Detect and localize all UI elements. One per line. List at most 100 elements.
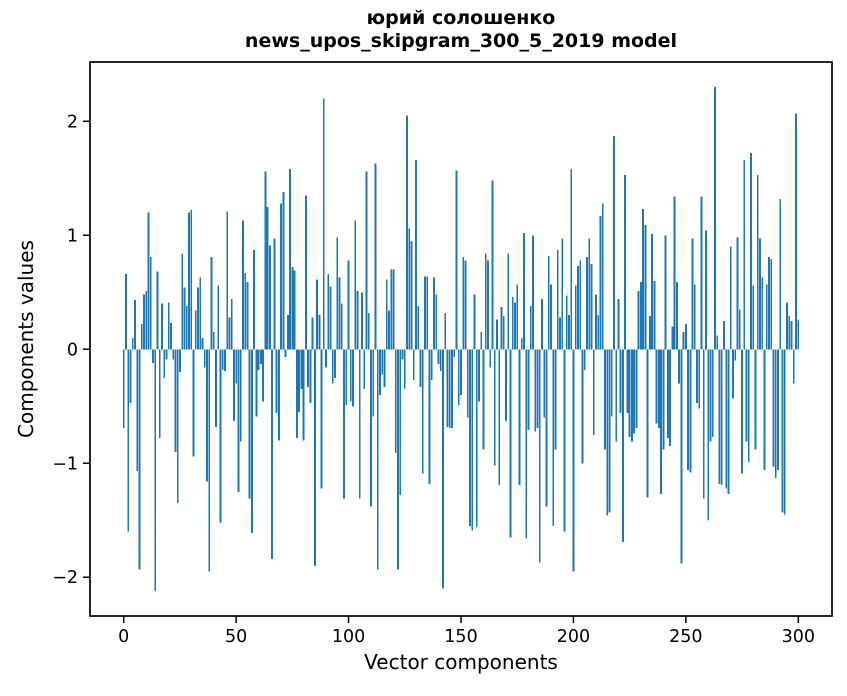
bar (626, 349, 629, 414)
bar (255, 349, 258, 417)
bar (190, 210, 193, 350)
bar (635, 349, 638, 428)
bar (774, 349, 777, 479)
bar (768, 256, 770, 350)
bar (277, 349, 280, 441)
bar (621, 349, 624, 542)
bar (302, 349, 305, 441)
bar (547, 255, 550, 350)
bar (367, 312, 370, 350)
bar (392, 269, 395, 350)
bar (630, 349, 633, 442)
bar (170, 323, 172, 350)
bar (669, 349, 672, 447)
bar (451, 349, 453, 428)
bar (325, 349, 327, 368)
bar (797, 319, 800, 350)
bar (179, 349, 181, 373)
bar (574, 285, 577, 350)
bar (498, 349, 501, 485)
bar (430, 349, 433, 381)
bar (756, 174, 759, 350)
bar (147, 212, 150, 350)
bar (786, 302, 788, 350)
bar (586, 256, 588, 350)
bar (610, 349, 613, 417)
bar (408, 228, 411, 350)
y-tick-label: −2 (52, 568, 78, 588)
bar (298, 349, 301, 412)
bar (666, 349, 669, 439)
bar (639, 282, 642, 350)
bar (210, 256, 213, 350)
bar (203, 349, 206, 368)
bar (300, 349, 303, 390)
bar (433, 277, 435, 350)
bar (244, 272, 247, 350)
bar (653, 280, 656, 350)
bar (143, 294, 145, 350)
bar (235, 349, 238, 384)
bar (460, 349, 462, 395)
bar (651, 234, 654, 350)
bar (741, 349, 743, 474)
bar (361, 292, 363, 350)
bar (673, 196, 676, 350)
bar (322, 98, 325, 350)
bar (219, 349, 222, 523)
bar (242, 220, 244, 350)
bar (448, 349, 451, 428)
bar (129, 349, 132, 403)
bar (592, 349, 595, 435)
bar (795, 113, 797, 350)
bar (689, 349, 692, 473)
bar (581, 349, 584, 464)
bar (379, 349, 381, 395)
bar (599, 215, 602, 350)
bar (442, 349, 444, 589)
bar (655, 349, 658, 424)
bar (381, 349, 384, 375)
bar (657, 349, 660, 428)
bar (496, 319, 498, 350)
bar (318, 315, 321, 350)
bar (208, 349, 211, 572)
bar (385, 279, 388, 350)
bar (394, 349, 397, 453)
bar (154, 349, 157, 591)
bar (687, 349, 689, 471)
bar (217, 285, 220, 350)
bar (275, 349, 278, 414)
bar (352, 349, 354, 407)
bar (525, 349, 528, 539)
bar (536, 349, 539, 428)
bar (538, 349, 541, 563)
bar (707, 349, 710, 521)
bar (523, 232, 525, 350)
bar (127, 349, 130, 532)
bar (732, 349, 734, 399)
bar (307, 349, 309, 387)
bar (642, 209, 645, 350)
chart-title: юрий солошенко news_upos_skipgram_300_5_… (90, 7, 832, 53)
x-tick-label: 200 (557, 627, 590, 647)
bar (136, 349, 139, 472)
bar (437, 349, 440, 365)
bar (529, 305, 532, 350)
bar (482, 349, 485, 450)
bar (125, 274, 127, 350)
bar (221, 349, 224, 370)
bar (264, 171, 267, 350)
bar (554, 349, 557, 450)
bar (417, 305, 420, 350)
bar (473, 294, 476, 350)
bar (559, 317, 561, 350)
bar (466, 349, 469, 418)
bar (628, 349, 631, 438)
bar (401, 349, 404, 360)
bar (511, 296, 514, 350)
bar (390, 269, 393, 350)
bar (194, 310, 197, 350)
x-tick-label: 300 (782, 627, 815, 647)
bar (691, 238, 694, 350)
